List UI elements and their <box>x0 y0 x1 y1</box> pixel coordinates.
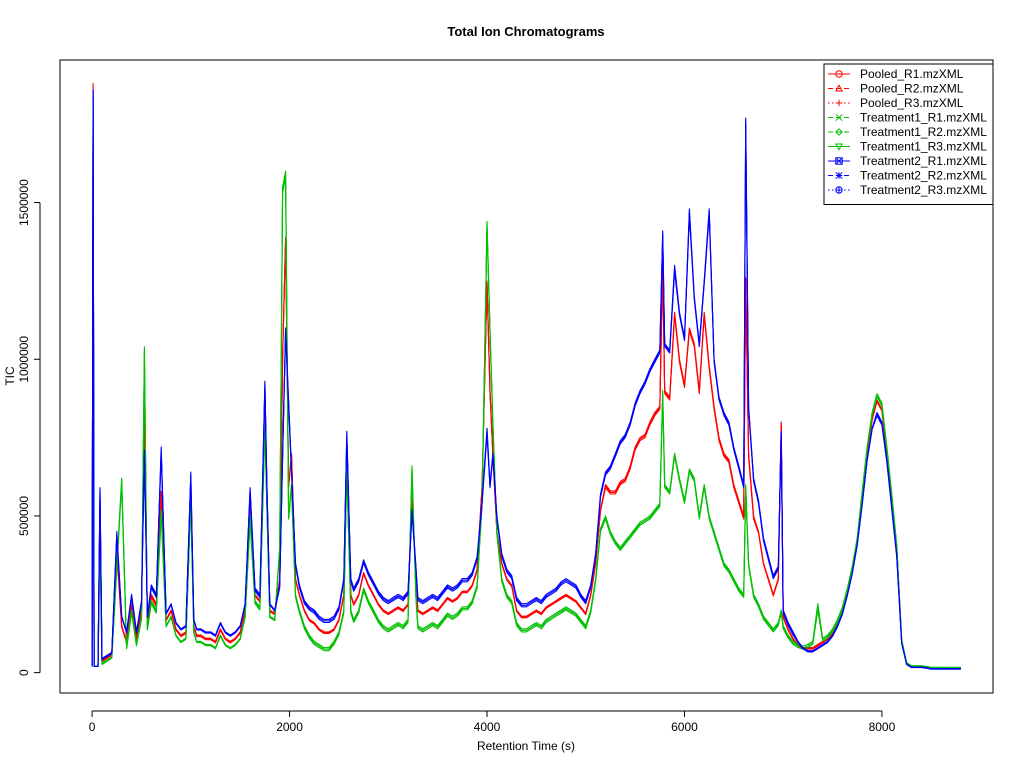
y-tick-label: 1000000 <box>17 336 31 383</box>
legend-item-5: Treatment1_R2.mzXML <box>828 125 987 139</box>
legend-label: Pooled_R1.mzXML <box>860 67 964 81</box>
legend-item-9: Treatment2_R3.mzXML <box>828 183 987 197</box>
legend-label: Treatment1_R2.mzXML <box>860 125 987 139</box>
x-tick-label: 2000 <box>276 720 303 734</box>
legend-item-4: Treatment1_R1.mzXML <box>828 111 987 125</box>
x-tick-label: 4000 <box>474 720 501 734</box>
legend-label: Pooled_R2.mzXML <box>860 82 964 96</box>
legend-marker-icon <box>835 113 843 122</box>
legend: Pooled_R1.mzXMLPooled_R2.mzXMLPooled_R3.… <box>823 63 994 205</box>
legend-marker-icon <box>835 70 843 78</box>
legend-marker-icon <box>835 186 843 194</box>
legend-label: Pooled_R3.mzXML <box>860 96 964 110</box>
legend-label: Treatment2_R3.mzXML <box>860 183 987 197</box>
legend-label: Treatment1_R3.mzXML <box>860 140 987 154</box>
series-line-9 <box>91 95 961 670</box>
series-line-6 <box>91 104 961 669</box>
x-tick-label: 0 <box>89 720 96 734</box>
legend-item-3: Pooled_R3.mzXML <box>828 96 964 110</box>
series-lines <box>91 82 961 670</box>
legend-item-7: Treatment2_R1.mzXML <box>828 154 987 168</box>
plot-area <box>59 59 994 694</box>
x-axis-label: Retention Time (s) <box>477 739 575 753</box>
legend-label: Treatment1_R1.mzXML <box>860 111 987 125</box>
legend-label: Treatment2_R1.mzXML <box>860 154 987 168</box>
axes: 0 2000 4000 6000 8000 0 500000 1000000 1500000 <box>17 179 896 734</box>
legend-marker-icon <box>835 157 843 165</box>
y-tick-label: 500000 <box>17 496 31 536</box>
legend-item-6: Treatment1_R3.mzXML <box>828 140 987 154</box>
legend-marker-icon <box>835 99 843 107</box>
legend-marker-icon <box>835 171 843 180</box>
chart-title: Total Ion Chromatograms <box>447 24 604 39</box>
legend-marker-icon <box>835 128 843 136</box>
legend-item-2: Pooled_R2.mzXML <box>828 82 964 96</box>
y-tick-label: 0 <box>17 669 31 676</box>
legend-label: Treatment2_R2.mzXML <box>860 169 987 183</box>
legend-marker-icon <box>834 143 844 151</box>
legend-marker-icon <box>834 84 844 92</box>
legend-item-1: Pooled_R1.mzXML <box>828 67 964 81</box>
y-axis-label: TIC <box>3 366 17 386</box>
y-tick-label: 1500000 <box>17 179 31 226</box>
x-tick-label: 6000 <box>671 720 698 734</box>
legend-item-8: Treatment2_R2.mzXML <box>828 169 987 183</box>
legend-box <box>823 63 994 205</box>
x-tick-label: 8000 <box>869 720 896 734</box>
